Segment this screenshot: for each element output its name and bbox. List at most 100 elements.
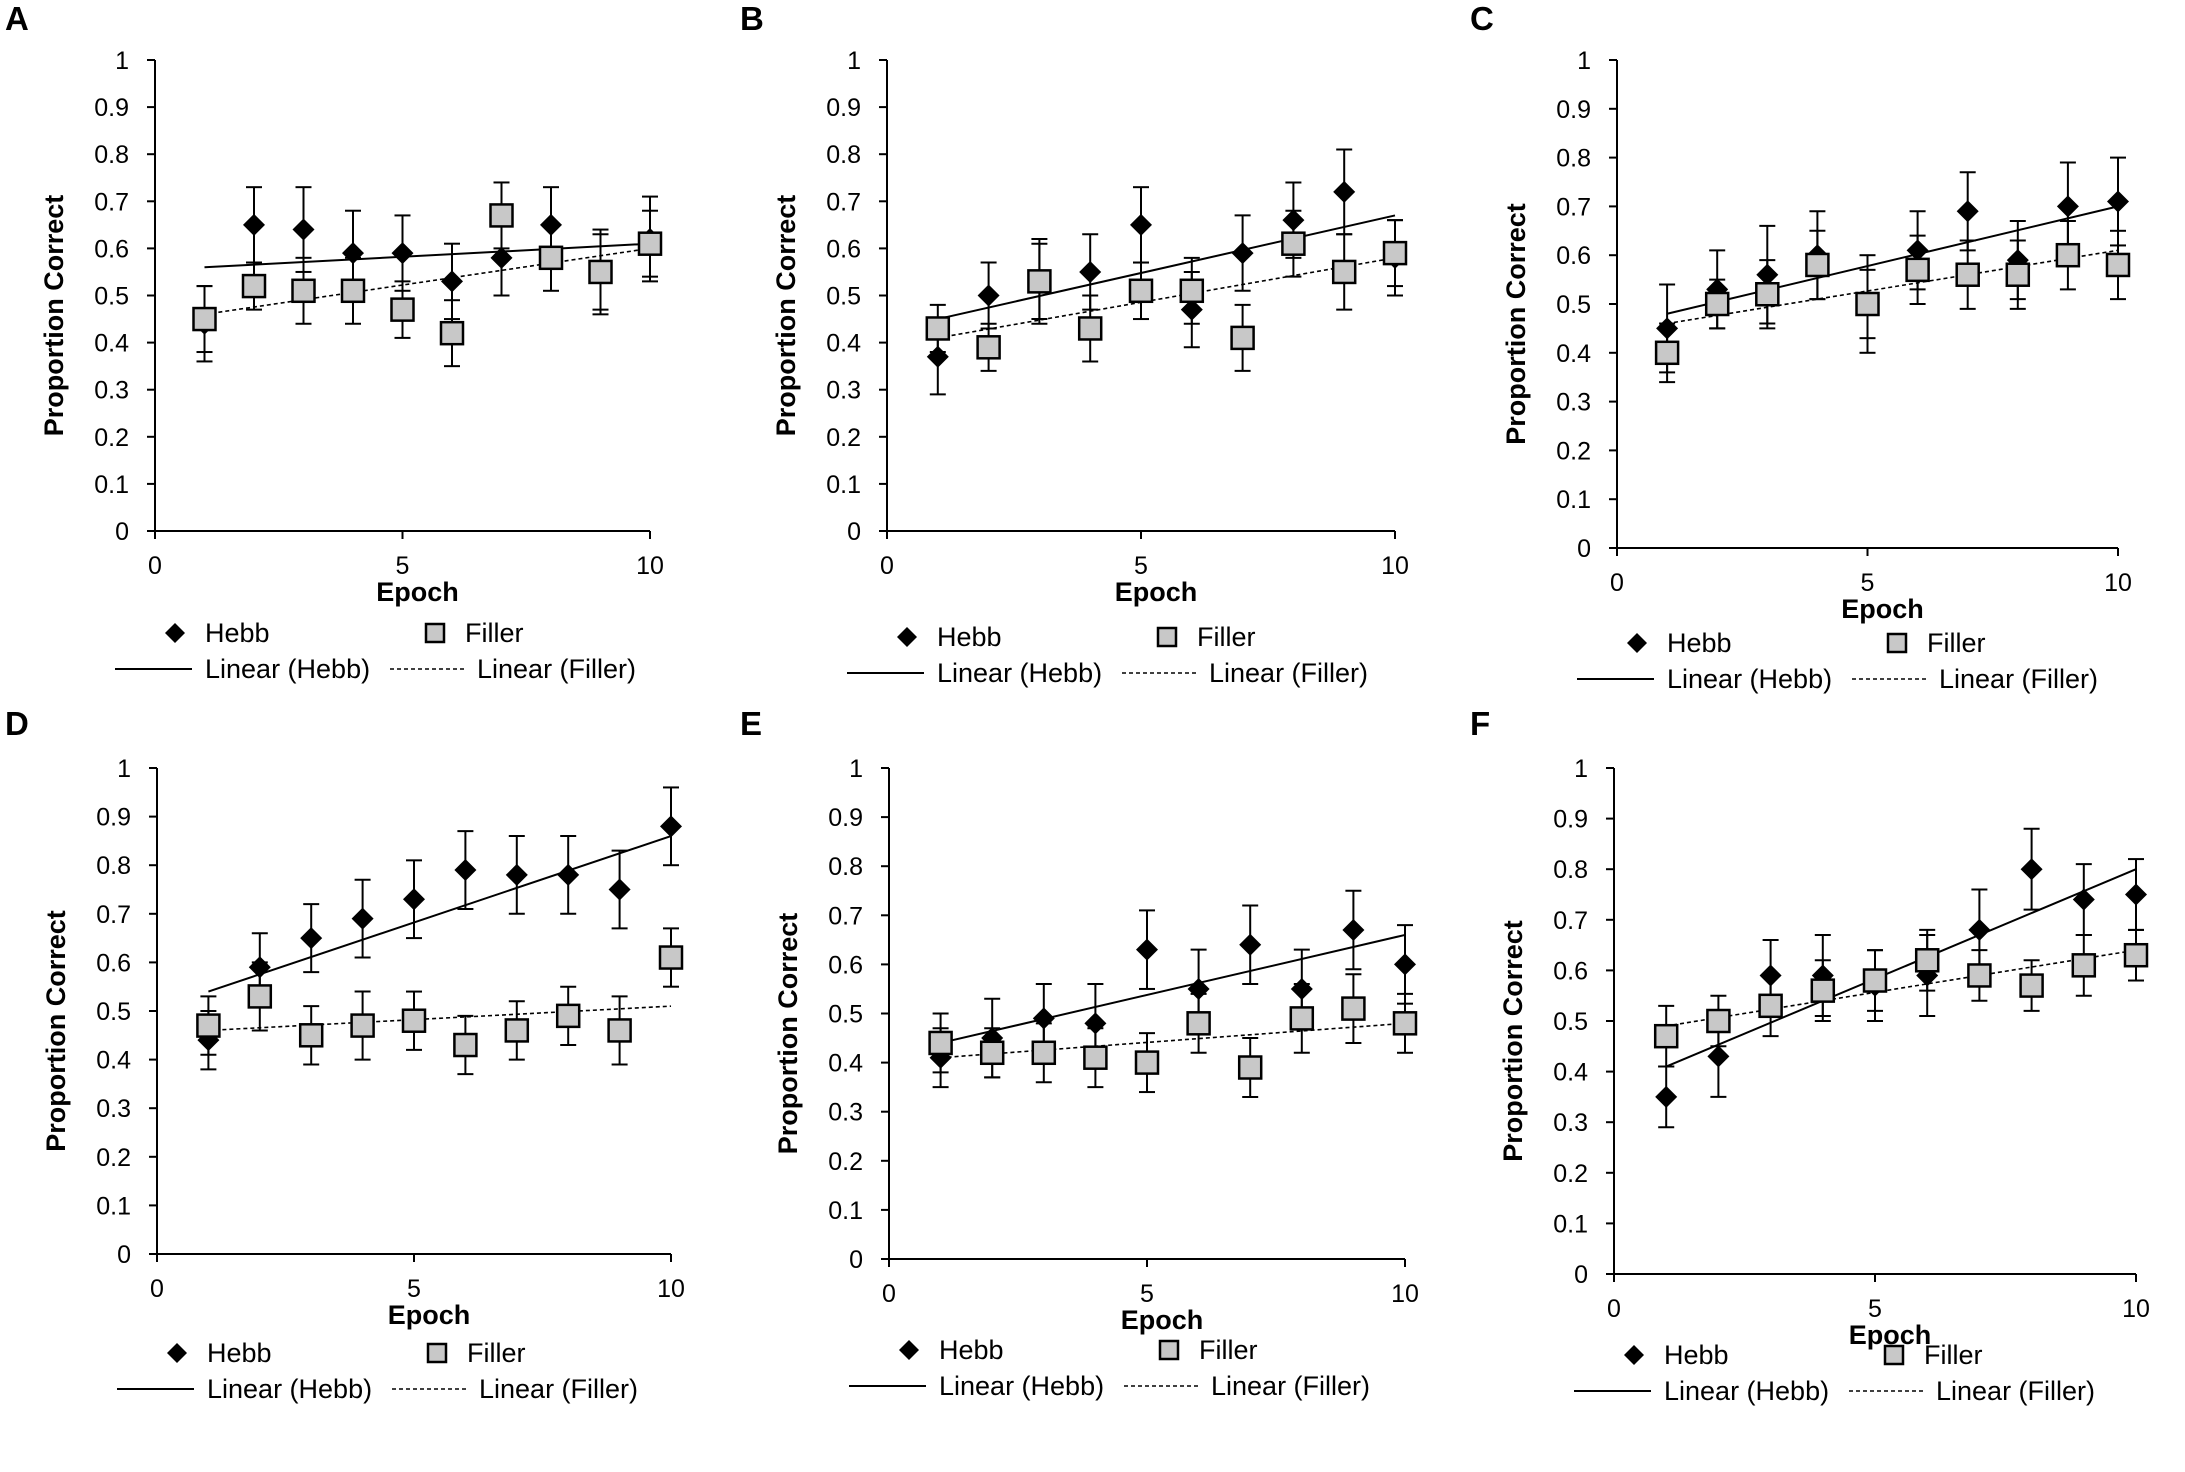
filler-point	[1805, 252, 1830, 278]
filler-point	[340, 278, 366, 304]
x-axis-label: Epoch	[376, 577, 459, 607]
y-tick-label: 0	[1577, 535, 1591, 563]
legend-filler-label: Filler	[465, 618, 524, 648]
trend-line-hebb	[204, 242, 651, 269]
hebb-point	[1968, 918, 1991, 941]
panel-d: D00.10.20.30.40.50.60.70.80.910 5 10EpochP…	[5, 705, 685, 1404]
x-tick-label: 10	[2122, 1295, 2150, 1323]
x-axis-label: Epoch	[1115, 577, 1198, 607]
y-axis-label: Proportion Correct	[1501, 203, 1531, 445]
y-tick-label: 0.1	[826, 471, 861, 499]
trend-line-filler	[937, 257, 1396, 339]
y-tick-label: 0.4	[94, 330, 129, 358]
legend-hebb-label: Hebb	[1664, 1340, 1729, 1370]
trend-line-hebb	[1665, 868, 2137, 1068]
filler-point	[390, 297, 415, 322]
legend-linear-filler-label: Linear (Filler)	[479, 1374, 638, 1404]
hebb-point	[2107, 190, 2129, 213]
filler-point	[439, 320, 465, 346]
legend-hebb-marker	[1627, 633, 1647, 653]
y-tick-label: 0.6	[1553, 957, 1588, 985]
filler-point	[192, 306, 217, 332]
filler-point	[1027, 269, 1052, 294]
y-tick-label: 0.9	[1556, 96, 1591, 124]
x-tick-label: 0	[150, 1275, 164, 1303]
panel-letter: B	[740, 0, 764, 37]
legend-filler-marker	[1158, 1339, 1180, 1361]
filler-point	[1083, 1045, 1108, 1070]
filler-point	[1341, 996, 1366, 1021]
filler-point	[1077, 316, 1103, 341]
filler-point	[658, 945, 684, 970]
panel-a: A00.10.20.30.40.50.60.70.80.910 5 10EpochP…	[5, 0, 664, 684]
y-tick-label: 0.3	[826, 377, 861, 405]
hebb-point	[243, 213, 265, 236]
y-tick-label: 0.9	[1553, 806, 1588, 834]
y-tick-label: 0.3	[94, 377, 129, 405]
panel-letter: E	[740, 705, 762, 742]
filler-point	[555, 1003, 581, 1029]
legend-filler-label: Filler	[1197, 622, 1256, 652]
legend-linear-filler-label: Linear (Filler)	[1939, 664, 2098, 694]
hebb-point	[1956, 200, 1979, 223]
y-tick-label: 0.8	[94, 141, 129, 169]
y-tick-label: 0.7	[1556, 193, 1591, 221]
y-tick-label: 0.9	[826, 94, 861, 122]
hebb-point	[2072, 888, 2095, 911]
filler-point	[1654, 340, 1680, 366]
hebb-point	[2125, 883, 2147, 906]
x-tick-label: 0	[1607, 1295, 1621, 1323]
x-tick-label: 5	[1861, 569, 1875, 597]
filler-point	[489, 203, 514, 228]
y-tick-label: 1	[849, 755, 863, 783]
filler-point	[607, 1018, 632, 1043]
trend-line-hebb	[937, 214, 1396, 321]
hebb-point	[1707, 1045, 1730, 1068]
panel-letter: D	[5, 705, 29, 742]
y-axis-label: Proportion Correct	[41, 910, 71, 1152]
filler-point	[1967, 963, 1992, 988]
trend-line-hebb	[208, 835, 672, 993]
x-tick-label: 5	[396, 552, 410, 580]
legend-filler-marker	[1156, 626, 1178, 648]
hebb-point	[1130, 213, 1152, 236]
hebb-point	[1136, 938, 1158, 961]
filler-point	[637, 231, 663, 256]
legend: Hebb Filler Linear (Hebb) Linear (Filler)	[847, 622, 1368, 688]
x-tick-label: 0	[882, 1280, 896, 1308]
y-axis-label: Proportion Correct	[771, 195, 801, 437]
hebb-point	[1239, 933, 1262, 956]
trend-line-filler	[1666, 249, 2119, 325]
y-tick-label: 0.5	[1553, 1008, 1588, 1036]
legend-hebb-marker	[1624, 1345, 1644, 1365]
x-tick-label: 10	[636, 552, 664, 580]
legend-linear-hebb-label: Linear (Hebb)	[205, 654, 370, 684]
panel-letter: C	[1470, 0, 1494, 37]
y-tick-label: 0.3	[1556, 389, 1591, 417]
y-tick-label: 0.8	[828, 853, 863, 881]
hebb-point	[1342, 919, 1365, 942]
hebb-point	[403, 888, 425, 911]
filler-point	[1905, 257, 1930, 283]
y-tick-label: 0.1	[94, 471, 129, 499]
x-axis-label: Epoch	[1841, 594, 1924, 624]
legend-linear-hebb-label: Linear (Hebb)	[207, 1374, 372, 1404]
x-tick-label: 5	[1868, 1295, 1882, 1323]
filler-point	[1230, 325, 1255, 351]
y-tick-label: 0.9	[828, 804, 863, 832]
y-tick-label: 0.5	[1556, 291, 1591, 319]
legend-filler-marker	[426, 1342, 448, 1364]
legend-hebb-label: Hebb	[205, 618, 270, 648]
y-tick-label: 0	[1574, 1261, 1588, 1289]
y-tick-label: 0.5	[826, 283, 861, 311]
y-tick-label: 1	[847, 47, 861, 75]
y-axis-label: Proportion Correct	[39, 195, 69, 437]
filler-point	[350, 1013, 375, 1038]
legend-filler-marker	[1883, 1344, 1905, 1366]
filler-point	[247, 984, 273, 1009]
trend-line-filler	[208, 1005, 672, 1032]
filler-point	[1706, 1008, 1731, 1034]
legend-linear-hebb-label: Linear (Hebb)	[1664, 1376, 1829, 1406]
y-tick-label: 0	[115, 518, 129, 546]
legend-hebb-label: Hebb	[207, 1338, 272, 1368]
